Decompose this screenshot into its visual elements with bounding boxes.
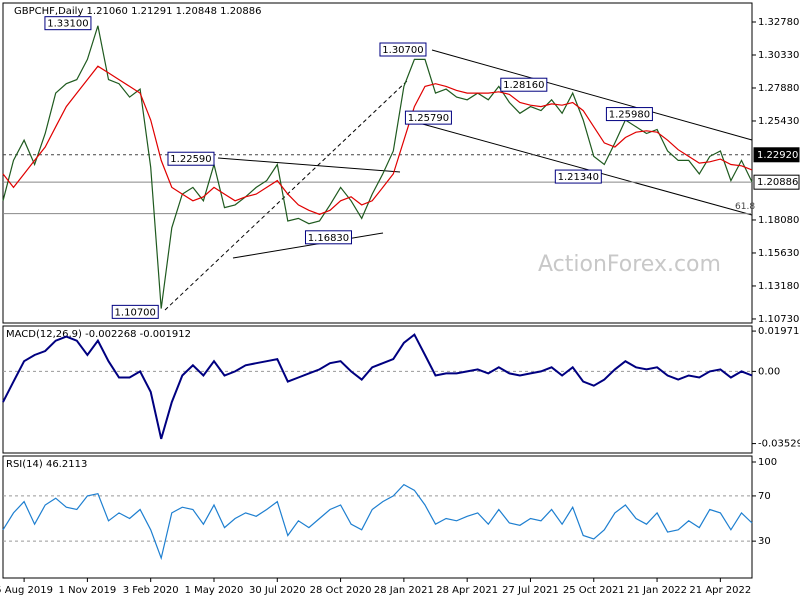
x-tick-label: 1 Nov 2019 [59,585,117,596]
annotation-box [605,107,653,122]
x-tick-label: 30 Jul 2020 [249,585,306,596]
series-line [2,25,753,309]
level-label: 61.8 [735,202,755,212]
series-line [2,333,753,440]
trend-line [407,119,753,216]
annotation-box [500,77,548,92]
y-tick-label: 1.25430 [758,116,799,127]
trend-line [431,49,753,141]
y-tick-label: -0.035295 [758,439,800,450]
annotation-label: 1.28160 [503,80,544,91]
trend-line [217,157,401,173]
panel-title: RSI(14) 46.2113 [6,459,87,470]
series-line [2,65,753,215]
panel-title: GBPCHF,Daily 1.21060 1.21291 1.20848 1.2… [14,6,262,17]
x-tick-label: 28 Apr 2021 [436,585,498,596]
y-tick-label: 1.15630 [758,248,799,259]
annotation-box [111,304,159,319]
annotation-box [379,42,427,57]
price-label: 1.22920 [757,150,798,161]
annotation-label: 1.16830 [308,233,349,244]
annotation-label: 1.21340 [558,172,599,183]
y-tick-label: 70 [758,491,771,502]
y-tick-label: 1.30330 [758,50,799,61]
annotation-label: 1.25980 [609,110,650,121]
price-label: 1.20886 [757,177,798,188]
y-tick-label: 100 [758,457,777,468]
price-label-box [753,147,800,163]
y-tick-label: 1.18080 [758,215,799,226]
annotation-label: 1.33100 [47,19,88,30]
price-panel [2,2,753,324]
series-line [2,483,753,561]
y-tick-label: 1.13180 [758,281,799,292]
annotation-label: 1.10700 [115,307,156,318]
y-tick-label: 30 [758,536,771,547]
trend-lines [164,49,753,311]
x-tick-label: 21 Jan 2022 [627,585,687,596]
x-tick-label: 27 Jul 2021 [502,585,559,596]
annotation-box [404,110,452,125]
annotation-label: 1.25790 [408,113,449,124]
watermark: ActionForex.com [538,252,721,277]
annotation-label: 1.30700 [382,45,423,56]
annotation-box [554,169,602,184]
x-tick-label: 5 Aug 2019 [0,585,53,596]
x-tick-label: 1 May 2020 [185,585,244,596]
x-tick-label: 25 Oct 2021 [563,585,625,596]
x-tick-label: 3 Feb 2020 [123,585,179,596]
annotation-label: 1.22590 [170,154,211,165]
x-tick-label: 28 Jan 2021 [374,585,434,596]
macd-panel [2,325,753,454]
y-tick-label: 0.019718 [758,326,800,337]
y-tick-label: 1.10730 [758,314,799,325]
annotation-box [304,230,352,245]
trend-line [232,232,384,259]
annotation-box [44,16,92,31]
price-label-box [753,174,800,190]
x-tick-label: 28 Oct 2020 [310,585,372,596]
y-tick-label: 0.00 [758,366,780,377]
y-tick-label: 1.32780 [758,17,799,28]
rsi-panel [2,455,753,579]
annotation-box [167,151,215,166]
y-tick-label: 1.27880 [758,83,799,94]
x-tick-label: 21 Apr 2022 [689,585,751,596]
panel-title: MACD(12,26,9) -0.002268 -0.001912 [6,329,191,340]
